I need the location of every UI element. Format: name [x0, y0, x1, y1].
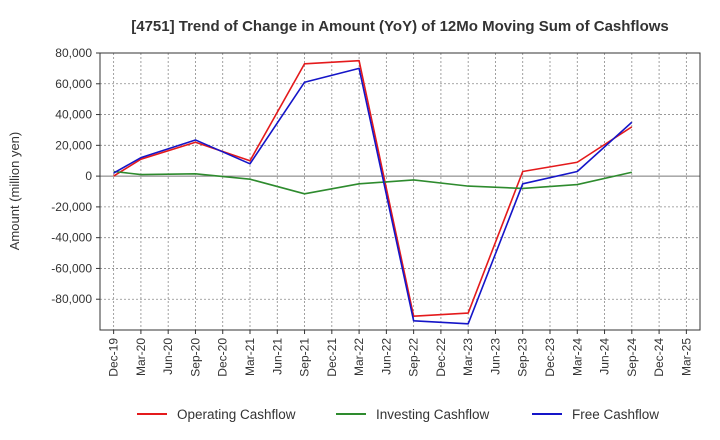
- x-tick-label: Mar-24: [570, 338, 584, 376]
- series-line-investing-cashflow: [113, 170, 632, 195]
- legend-label: Operating Cashflow: [177, 407, 296, 422]
- x-tick-label: Sep-20: [188, 338, 202, 377]
- y-tick-label: -80,000: [51, 292, 92, 306]
- x-tick-label: Mar-22: [352, 338, 366, 376]
- x-tick-label: Jun-23: [488, 338, 502, 375]
- x-tick-label: Dec-20: [216, 338, 230, 377]
- x-tick-label: Mar-25: [679, 338, 693, 376]
- y-tick-label: 60,000: [55, 77, 92, 91]
- x-tick-label: Jun-24: [598, 338, 612, 375]
- legend-label: Investing Cashflow: [376, 407, 490, 422]
- series-line-operating-cashflow: [113, 59, 633, 317]
- legend: Operating Cashflow Investing Cashflow Free…: [137, 407, 659, 422]
- x-tick-label: Sep-22: [407, 338, 421, 377]
- x-tick-label: Dec-23: [543, 338, 557, 377]
- series-lines: [113, 59, 633, 325]
- x-tick-label: Jun-22: [379, 338, 393, 375]
- series-line-free-cashflow: [113, 67, 633, 325]
- x-tick-label: Dec-22: [434, 338, 448, 377]
- x-tick-label: Dec-19: [107, 338, 121, 377]
- x-tick-label: Sep-24: [625, 338, 639, 377]
- y-tick-label: 20,000: [55, 138, 92, 152]
- x-tick-label: Mar-20: [134, 338, 148, 376]
- chart-title: [4751] Trend of Change in Amount (YoY) o…: [131, 18, 669, 35]
- y-axis-ticks: 80,000 60,000 40,000 20,000 0 -20,000 -40,000 -…: [51, 46, 100, 306]
- y-tick-label: 80,000: [55, 46, 92, 60]
- x-tick-label: Jun-20: [161, 338, 175, 375]
- x-tick-label: Sep-21: [298, 338, 312, 377]
- y-tick-label: 40,000: [55, 108, 92, 122]
- y-axis-label: Amount (million yen): [7, 132, 22, 251]
- y-tick-label: -40,000: [51, 231, 92, 245]
- y-tick-label: -60,000: [51, 261, 92, 275]
- x-tick-label: Dec-24: [652, 338, 666, 377]
- x-tick-label: Sep-23: [516, 338, 530, 377]
- x-tick-label: Mar-21: [243, 338, 257, 376]
- x-tick-label: Dec-21: [325, 338, 339, 377]
- x-tick-label: Jun-21: [270, 338, 284, 375]
- y-tick-label: -20,000: [51, 200, 92, 214]
- plot-frame: [99, 52, 701, 331]
- x-tick-label: Mar-23: [461, 338, 475, 376]
- grid: [100, 52, 700, 330]
- x-axis-ticks: Dec-19 Mar-20 Jun-20 Sep-20 Dec-20 Mar-21 Jun-…: [107, 330, 693, 377]
- legend-label: Free Cashflow: [572, 407, 659, 422]
- y-tick-label: 0: [85, 169, 92, 183]
